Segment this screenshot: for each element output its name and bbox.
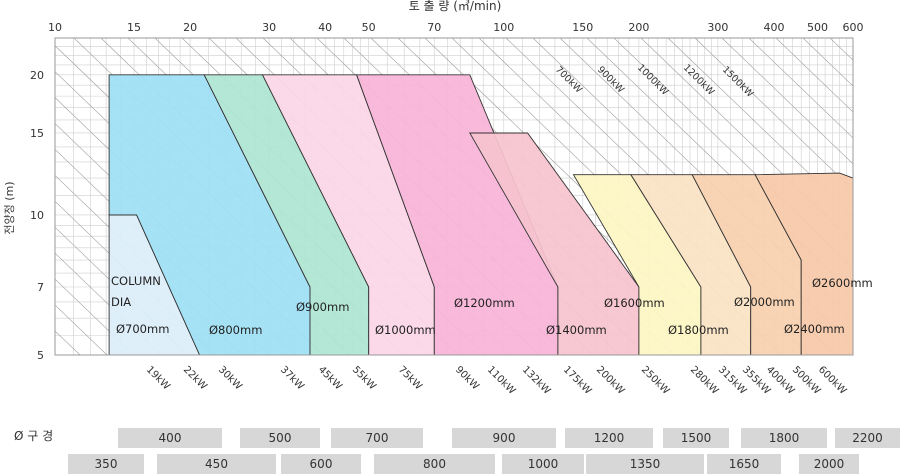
x-tick-label: 100 xyxy=(493,21,514,34)
power-label: 1000kW xyxy=(635,62,671,98)
power-label: 110kW xyxy=(485,364,517,396)
pump-selection-chart: 토 출 량 (㎥/min) 전양정 (m) 10 15 20 30 40 50 70 100 1… xyxy=(3,0,900,397)
y-axis-label: 전양정 (m) xyxy=(3,181,16,234)
y-tick-labels: 5 7 10 15 20 xyxy=(30,69,44,362)
power-label: 280kW xyxy=(688,364,720,396)
power-label: 22kW xyxy=(181,364,209,392)
y-tick-label: 5 xyxy=(37,349,44,362)
x-tick-label: 40 xyxy=(318,21,332,34)
region-label: Ø1200mm xyxy=(454,296,515,310)
size-cell-bottom: 600 xyxy=(281,454,361,474)
region-label: Ø2600mm xyxy=(812,276,873,290)
region-label: Ø700mm xyxy=(116,322,169,336)
power-line xyxy=(884,38,900,355)
power-label: 600kW xyxy=(816,364,848,396)
x-tick-label: 300 xyxy=(707,21,728,34)
power-line xyxy=(775,38,853,113)
size-cell-bottom: 800 xyxy=(374,454,495,474)
power-label: 132kW xyxy=(520,364,552,396)
power-label: 30kW xyxy=(216,364,244,392)
power-line xyxy=(748,38,853,139)
power-label: 90kW xyxy=(453,364,481,392)
region-label: Ø2400mm xyxy=(784,322,845,336)
size-cell-top: 1800 xyxy=(741,428,827,448)
power-label: 75kW xyxy=(396,364,424,392)
power-line xyxy=(857,38,900,355)
plot-frame xyxy=(54,37,854,356)
size-cell-top: 900 xyxy=(452,428,556,448)
x-tick-label: 20 xyxy=(183,21,197,34)
size-cell-top: 1200 xyxy=(565,428,653,448)
size-cell-bottom: 350 xyxy=(68,454,144,474)
x-tick-label: 200 xyxy=(628,21,649,34)
x-tick-label: 50 xyxy=(362,21,376,34)
size-table-label: Ø 구 경 xyxy=(14,429,54,443)
region-label: Ø2000mm xyxy=(734,295,795,309)
region-label: Ø1000mm xyxy=(375,323,436,337)
y-tick-label: 10 xyxy=(30,209,44,222)
region-labels: COLUMN DIA Ø700mm Ø800mm Ø900mm Ø1000mm Ø1200m… xyxy=(111,274,873,337)
chart-title: 토 출 량 (㎥/min) xyxy=(409,0,502,13)
power-label: 1500kW xyxy=(720,64,756,100)
size-row-bottom: 350 450 600 800 1000 1350 1650 2000 xyxy=(0,454,900,474)
size-cell-bottom: 450 xyxy=(157,454,276,474)
size-cell-top: 700 xyxy=(331,428,423,448)
x-tick-label: 500 xyxy=(807,21,828,34)
power-line xyxy=(694,38,853,191)
size-row-top: 400 500 700 900 1200 1500 1800 2200 xyxy=(0,428,900,448)
power-label: 45kW xyxy=(316,364,344,392)
size-cell-bottom: 1000 xyxy=(502,454,584,474)
region-label: Ø900mm xyxy=(296,300,349,314)
size-cell-top: 500 xyxy=(240,428,320,448)
x-tick-label: 15 xyxy=(127,21,141,34)
x-tick-label: 70 xyxy=(427,21,441,34)
power-label: 55kW xyxy=(350,364,378,392)
size-cell-top: 2200 xyxy=(835,428,900,448)
power-line xyxy=(55,304,108,355)
diameter-regions xyxy=(108,74,854,356)
power-line xyxy=(55,252,162,355)
x-tick-label: 400 xyxy=(763,21,784,34)
y-tick-label: 20 xyxy=(30,69,44,82)
power-line xyxy=(721,38,853,165)
y-tick-label: 15 xyxy=(30,127,44,140)
x-tick-label: 30 xyxy=(262,21,276,34)
region-label: DIA xyxy=(111,295,131,309)
power-label: 175kW xyxy=(561,364,593,396)
region-label: COLUMN xyxy=(111,274,161,288)
x-tick-label: 600 xyxy=(843,21,864,34)
region-label: Ø1800mm xyxy=(668,323,729,337)
power-label: 900kW xyxy=(595,64,627,96)
y-tick-label: 7 xyxy=(37,281,44,294)
size-cell-top: 400 xyxy=(118,428,222,448)
size-cell-bottom: 1650 xyxy=(707,454,781,474)
region-label: Ø800mm xyxy=(209,323,262,337)
x-tick-label: 10 xyxy=(48,21,62,34)
x-tick-label: 150 xyxy=(572,21,593,34)
power-label: 19kW xyxy=(144,364,172,392)
power-label: 700kW xyxy=(553,64,585,96)
power-label: 37kW xyxy=(278,364,306,392)
size-cell-bottom: 2000 xyxy=(799,454,859,474)
power-line xyxy=(55,278,135,355)
power-label: 250kW xyxy=(639,364,671,396)
region-label: Ø1600mm xyxy=(604,296,665,310)
size-cell-bottom: 1350 xyxy=(586,454,704,474)
size-cell-top: 1500 xyxy=(663,428,729,448)
x-tick-labels: 10 15 20 30 40 50 70 100 150 200 300 400 500 600 xyxy=(48,21,864,34)
region-label: Ø1400mm xyxy=(546,323,607,337)
power-label: 200kW xyxy=(594,364,626,396)
